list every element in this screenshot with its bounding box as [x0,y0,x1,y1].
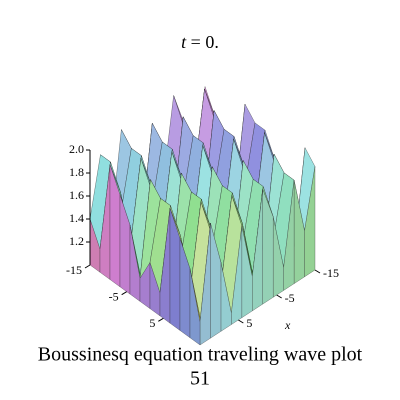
z-tick-label: 1.4 [69,211,84,225]
x-tick-label: -5 [285,291,295,305]
z-tick-label: 2.0 [69,142,84,156]
y-tick-label: -15 [66,263,82,277]
chart-title: t = 0. [181,32,219,52]
surface [89,86,316,346]
z-tick-label: 1.2 [69,234,84,248]
y-tick-label: -5 [109,289,119,303]
x-tick-label: 5 [246,316,252,330]
y-tick [121,291,127,296]
y-tick [158,317,164,322]
x-axis-label: x [284,318,291,332]
surface-wall [189,268,201,346]
z-tick-label: 1.8 [69,165,84,179]
y-tick-label: 5 [149,316,155,330]
z-tick-label: 1.6 [69,188,84,202]
caption: 51 [190,368,210,390]
y-tick [84,264,91,269]
x-tick-label: -15 [323,266,339,280]
title-value: = 0. [191,32,219,52]
title-variable: t [181,32,187,52]
x-tick [238,319,244,324]
x-tick [314,269,321,274]
x-tick [276,294,282,299]
caption: Boussinesq equation traveling wave plot [38,344,363,366]
